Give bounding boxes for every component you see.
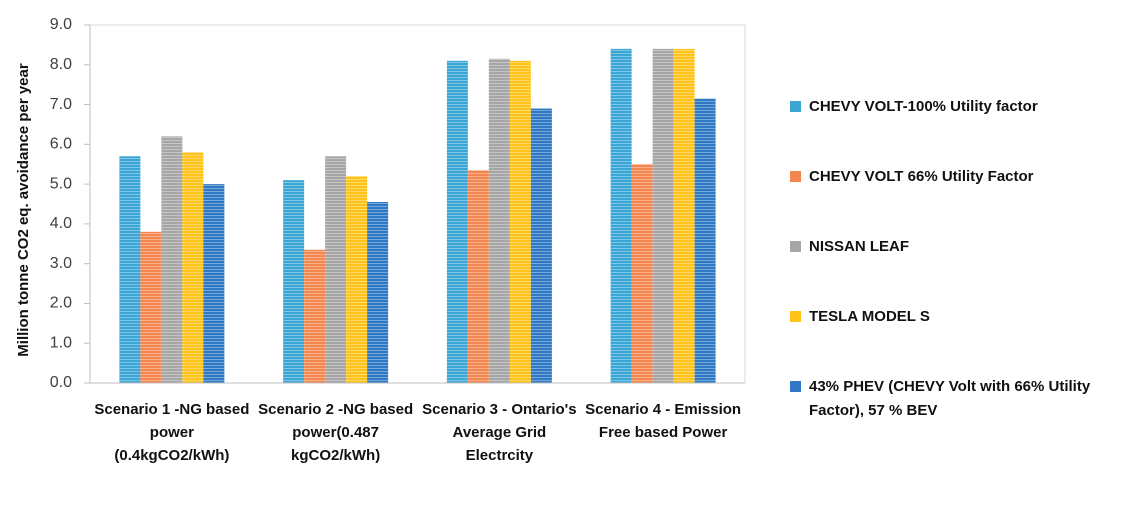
legend-swatch [790, 311, 801, 322]
bar [446, 60, 468, 384]
y-tick-label: 5.0 [50, 175, 72, 192]
bar [673, 48, 695, 383]
legend-item: 43% PHEV (CHEVY Volt with 66% Utility Fa… [790, 375, 1120, 423]
legend-item: CHEVY VOLT 66% Utility Factor [790, 165, 1120, 189]
bar [610, 48, 632, 383]
bar [530, 108, 552, 384]
legend-item: CHEVY VOLT-100% Utility factor [790, 95, 1120, 119]
legend-swatch [790, 241, 801, 252]
y-tick-label: 0.0 [50, 374, 72, 391]
bar [467, 170, 489, 383]
y-tick-label: 3.0 [50, 255, 72, 272]
y-tick-label: 6.0 [50, 136, 72, 153]
bar [140, 231, 162, 383]
bar [182, 152, 204, 383]
legend-item: NISSAN LEAF [790, 235, 1120, 259]
x-tick-label: Scenario 1 -NG based power (0.4kgCO2/kWh… [94, 401, 250, 464]
legend-label: TESLA MODEL S [809, 308, 930, 325]
y-tick-label: 7.0 [50, 96, 72, 113]
bar [652, 48, 674, 383]
legend-label: CHEVY VOLT-100% Utility factor [809, 98, 1038, 115]
bar [509, 60, 531, 384]
legend-swatch [790, 101, 801, 112]
legend-label: 43% PHEV (CHEVY Volt with 66% Utility Fa… [809, 378, 1091, 419]
bar [694, 98, 716, 383]
y-tick-label: 2.0 [50, 295, 72, 312]
bar [283, 180, 305, 383]
y-axis-label: Million tonne CO2 eq. avoidance per year [15, 63, 32, 357]
x-tick-label: Scenario 4 - Emission Free based Power [585, 401, 742, 441]
bar [119, 156, 141, 383]
bar [346, 176, 368, 383]
x-tick-label: Scenario 2 -NG based power(0.487 kgCO2/k… [258, 401, 414, 464]
bar [304, 249, 326, 383]
bar [367, 202, 389, 383]
bar [325, 156, 347, 383]
legend-swatch [790, 381, 801, 392]
legend-swatch [790, 171, 801, 182]
y-tick-label: 4.0 [50, 215, 72, 232]
legend-label: CHEVY VOLT 66% Utility Factor [809, 168, 1034, 185]
bar [631, 164, 653, 383]
bar [203, 184, 225, 383]
bar [161, 136, 183, 383]
legend-label: NISSAN LEAF [809, 238, 910, 255]
y-tick-label: 1.0 [50, 334, 72, 351]
y-tick-label: 8.0 [50, 56, 72, 73]
y-tick-label: 9.0 [50, 16, 72, 33]
legend-item: TESLA MODEL S [790, 305, 1120, 329]
bar [488, 58, 510, 384]
x-tick-label: Scenario 3 - Ontario's Average Grid Elec… [422, 401, 577, 464]
